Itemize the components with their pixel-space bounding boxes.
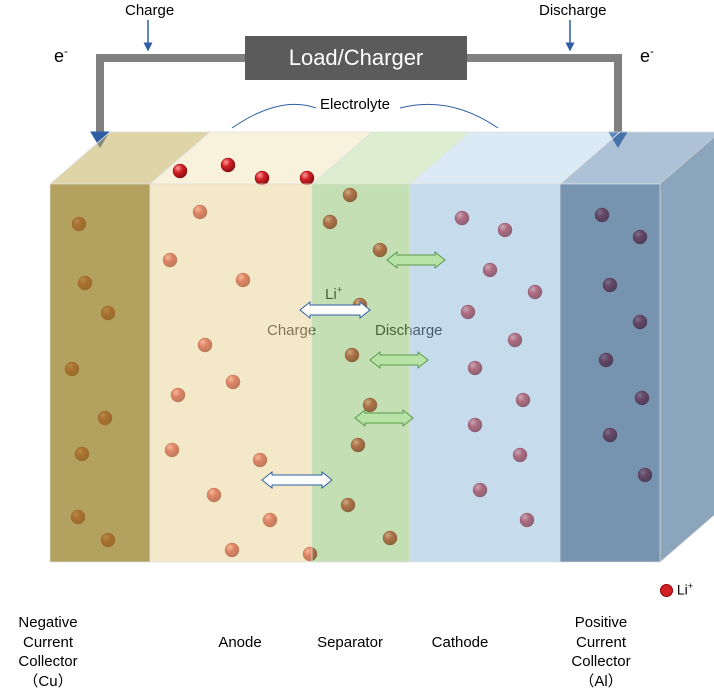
diagram-svg [0, 0, 714, 694]
battery-diagram: Load/Charger Charge Discharge e- e- Elec… [0, 0, 714, 694]
